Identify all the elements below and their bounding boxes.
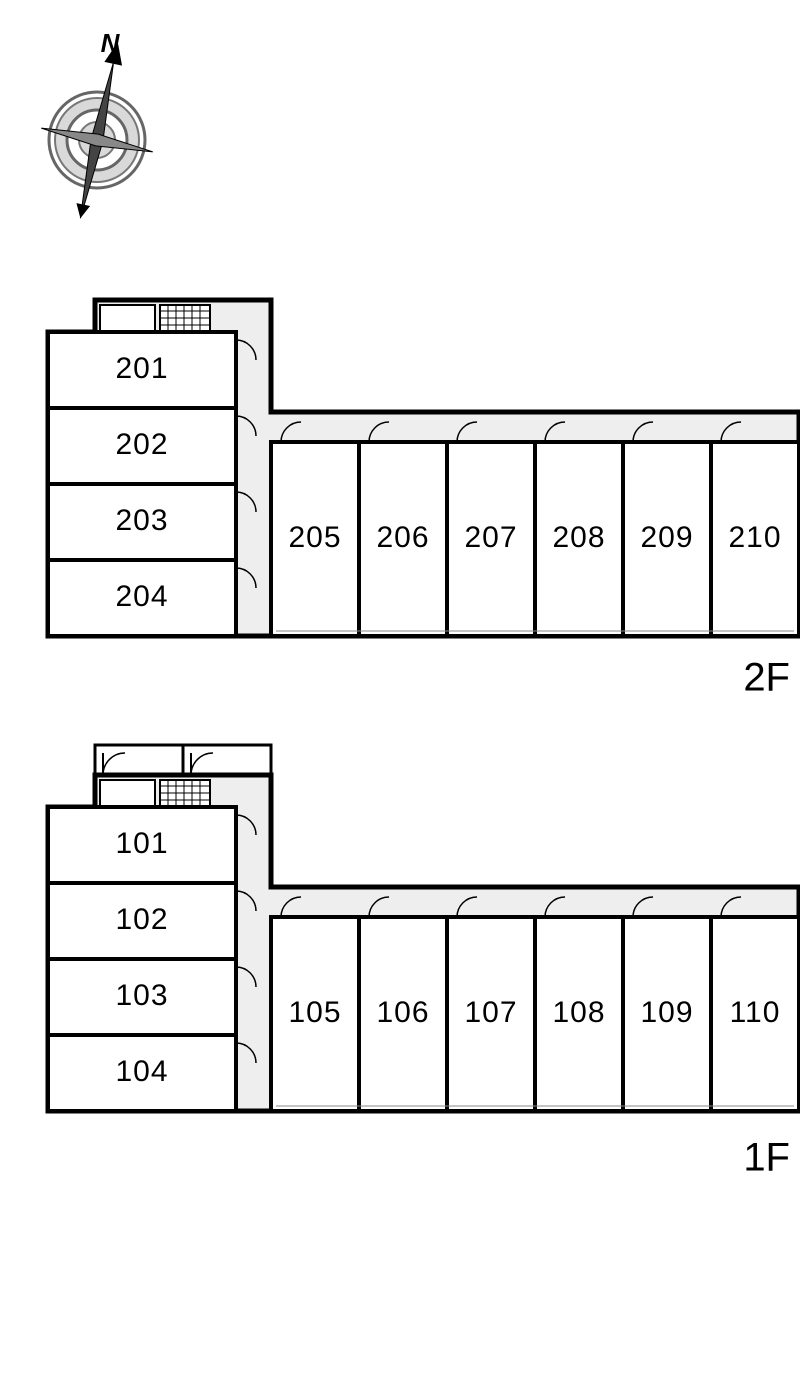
room-204: 204 bbox=[48, 560, 256, 636]
room-201: 201 bbox=[48, 332, 256, 408]
floor-label-2f: 2F bbox=[743, 656, 790, 700]
entrance-doors-icon bbox=[95, 745, 271, 775]
compass-north-label: N bbox=[101, 28, 121, 58]
svg-text:202: 202 bbox=[115, 428, 168, 461]
stairs-icon bbox=[160, 780, 210, 807]
compass-icon: N bbox=[25, 28, 174, 230]
svg-text:101: 101 bbox=[115, 827, 168, 860]
svg-text:203: 203 bbox=[115, 504, 168, 537]
room-203: 203 bbox=[48, 484, 256, 560]
room-205: 205 bbox=[288, 521, 341, 554]
svg-text:201: 201 bbox=[115, 352, 168, 385]
floor-2f: 201 202 203 204 bbox=[48, 300, 799, 636]
room-101: 101 bbox=[48, 807, 256, 883]
svg-text:102: 102 bbox=[115, 903, 168, 936]
right-rooms-2f: 205 206 207 208 209 210 bbox=[271, 422, 799, 636]
room-202: 202 bbox=[48, 408, 256, 484]
room-102: 102 bbox=[48, 883, 256, 959]
room-206: 206 bbox=[376, 521, 429, 554]
room-210: 210 bbox=[728, 521, 781, 554]
floor-1f: 101 102 103 104 bbox=[48, 745, 799, 1111]
room-209: 209 bbox=[640, 521, 693, 554]
room-207: 207 bbox=[464, 521, 517, 554]
room-109: 109 bbox=[640, 996, 693, 1029]
room-110: 110 bbox=[730, 996, 781, 1029]
room-208: 208 bbox=[552, 521, 605, 554]
stairs-icon bbox=[160, 305, 210, 332]
room-107: 107 bbox=[464, 996, 517, 1029]
room-103: 103 bbox=[48, 959, 256, 1035]
room-104: 104 bbox=[48, 1035, 256, 1111]
room-105: 105 bbox=[288, 996, 341, 1029]
floor-label-1f: 1F bbox=[743, 1136, 790, 1180]
room-108: 108 bbox=[552, 996, 605, 1029]
svg-text:204: 204 bbox=[115, 580, 168, 613]
room-106: 106 bbox=[376, 996, 429, 1029]
svg-text:103: 103 bbox=[115, 979, 168, 1012]
right-rooms-1f: 105 106 107 108 109 110 bbox=[271, 897, 799, 1111]
svg-text:104: 104 bbox=[115, 1055, 168, 1088]
